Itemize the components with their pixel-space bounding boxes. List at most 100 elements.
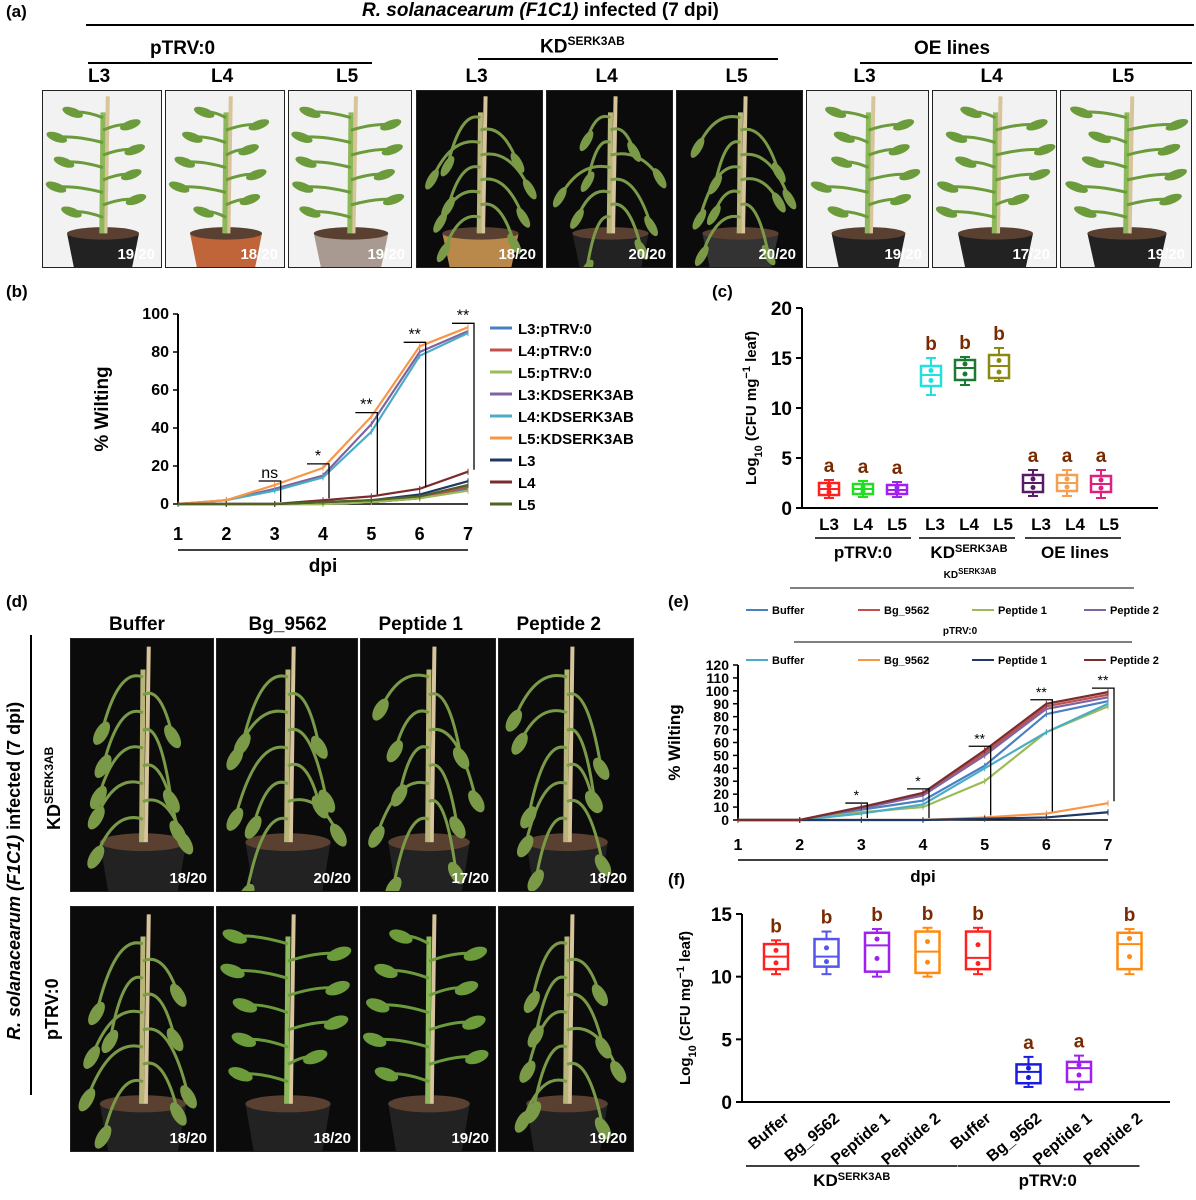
row1-main: KD	[44, 804, 64, 830]
survival-ratio: 18/20	[169, 1130, 207, 1147]
stem	[606, 112, 613, 234]
leaf	[61, 206, 82, 218]
leaf	[955, 156, 977, 168]
box-point	[860, 489, 866, 494]
leaf	[326, 946, 352, 961]
y-axis-label-part: (CFU mg	[677, 979, 694, 1046]
leaf	[433, 212, 448, 233]
y-axis-label: Log10 (CFU mg−1 leaf)	[675, 931, 699, 1085]
box-point	[975, 961, 981, 967]
x-tick-label: 5	[980, 837, 989, 854]
box-point	[928, 378, 934, 383]
leaf-stalk	[697, 165, 741, 220]
leaf	[594, 1117, 612, 1140]
legend-group-label: pTRV:0	[943, 626, 978, 637]
group-rule-oe	[860, 62, 1192, 64]
photo-a-2: 18/20	[165, 90, 285, 268]
leaf	[295, 156, 317, 168]
leaf	[522, 179, 537, 200]
leaf	[634, 239, 649, 260]
photo-a-1: 19/20	[42, 90, 162, 268]
pot	[702, 233, 779, 267]
group-label-oe: OE lines	[914, 38, 991, 59]
plant-illustration	[417, 91, 542, 267]
significance-bracket	[452, 322, 475, 470]
y-axis-label-part: 10	[687, 1045, 699, 1057]
x-tick-label: 1	[734, 837, 743, 854]
leaf-stalk	[531, 1044, 568, 1113]
leaf	[960, 106, 982, 119]
leaf	[1159, 193, 1182, 206]
stem	[139, 936, 146, 1104]
leaf	[436, 241, 451, 263]
pot	[245, 1103, 331, 1151]
legend-label: L4	[518, 475, 536, 492]
group-rule-kd	[478, 58, 778, 60]
box-point	[1098, 477, 1104, 483]
x-tick-label: L5	[887, 515, 907, 534]
leaf	[510, 152, 525, 173]
photo-col-label: Peptide 2	[516, 614, 601, 635]
panel-label-d: (d)	[6, 592, 28, 611]
leaf	[890, 193, 912, 206]
group-label-kd-sup: SERK3AB	[567, 34, 625, 48]
legend-label: L3:KDSERK3AB	[518, 387, 634, 404]
leaf	[83, 1045, 101, 1069]
panel-d-row2-label: pTRV:0	[42, 978, 62, 1040]
leaf-stalk	[240, 674, 289, 745]
significance-mark: **	[1036, 684, 1047, 700]
leaf	[831, 156, 853, 168]
leaf	[936, 181, 959, 193]
photo-d-row2-2: 18/20	[216, 906, 358, 1152]
box-point	[962, 361, 968, 367]
plant-illustration	[933, 91, 1056, 267]
leaf-stalk	[108, 975, 144, 1042]
plant-illustration	[677, 91, 802, 267]
leaf-stalk	[566, 1061, 605, 1129]
pot	[313, 233, 389, 267]
leaf-stalk	[101, 1078, 144, 1138]
box-point	[773, 947, 779, 953]
leaf	[329, 823, 347, 847]
leaf	[125, 194, 147, 206]
leaf	[62, 106, 83, 118]
leaf	[303, 1049, 328, 1065]
legend-label: L5:pTRV:0	[518, 365, 592, 382]
leaf	[239, 194, 261, 206]
panel-d-side-italic: R. solanacearum (F1C1)	[4, 834, 24, 1040]
box-point	[928, 368, 934, 373]
significance-bracket	[258, 480, 282, 502]
leaf	[1034, 144, 1056, 156]
panel-label-f: (f)	[668, 870, 685, 889]
photo-d-row1-4: 18/20	[498, 638, 634, 892]
y-tick-label: 20	[151, 458, 169, 475]
y-tick-label: 15	[771, 349, 793, 370]
plant-illustration	[289, 91, 411, 267]
leaf-stalk	[566, 727, 597, 802]
leaf	[93, 721, 111, 745]
group-label-main: KD	[813, 1171, 838, 1190]
stem	[139, 669, 146, 843]
leaf	[310, 735, 328, 759]
leaf	[1026, 119, 1048, 131]
leaf	[386, 740, 404, 763]
y-tick-label: 0	[721, 812, 729, 828]
survival-ratio: 19/20	[884, 246, 922, 263]
y-axis-label-part: leaf)	[743, 331, 760, 366]
panel-a-title: R. solanacearum (F1C1) infected (7 dpi)	[362, 0, 719, 22]
stem	[736, 112, 743, 234]
leaf	[440, 156, 455, 177]
y-tick-label: 10	[713, 799, 729, 815]
box-point	[1064, 476, 1070, 482]
y-tick-label: 0	[160, 496, 169, 513]
legend-label: Peptide 2	[1110, 655, 1159, 667]
group-label-ptrv: pTRV:0	[150, 38, 216, 59]
leaf	[372, 698, 389, 721]
box-point	[925, 959, 930, 965]
plant-illustration	[71, 639, 213, 891]
y-tick-label: 120	[706, 657, 730, 673]
photo-a-6: 20/20	[676, 90, 803, 268]
leaf-stalk	[375, 780, 430, 838]
leaf	[53, 156, 75, 168]
leaf	[761, 245, 776, 266]
